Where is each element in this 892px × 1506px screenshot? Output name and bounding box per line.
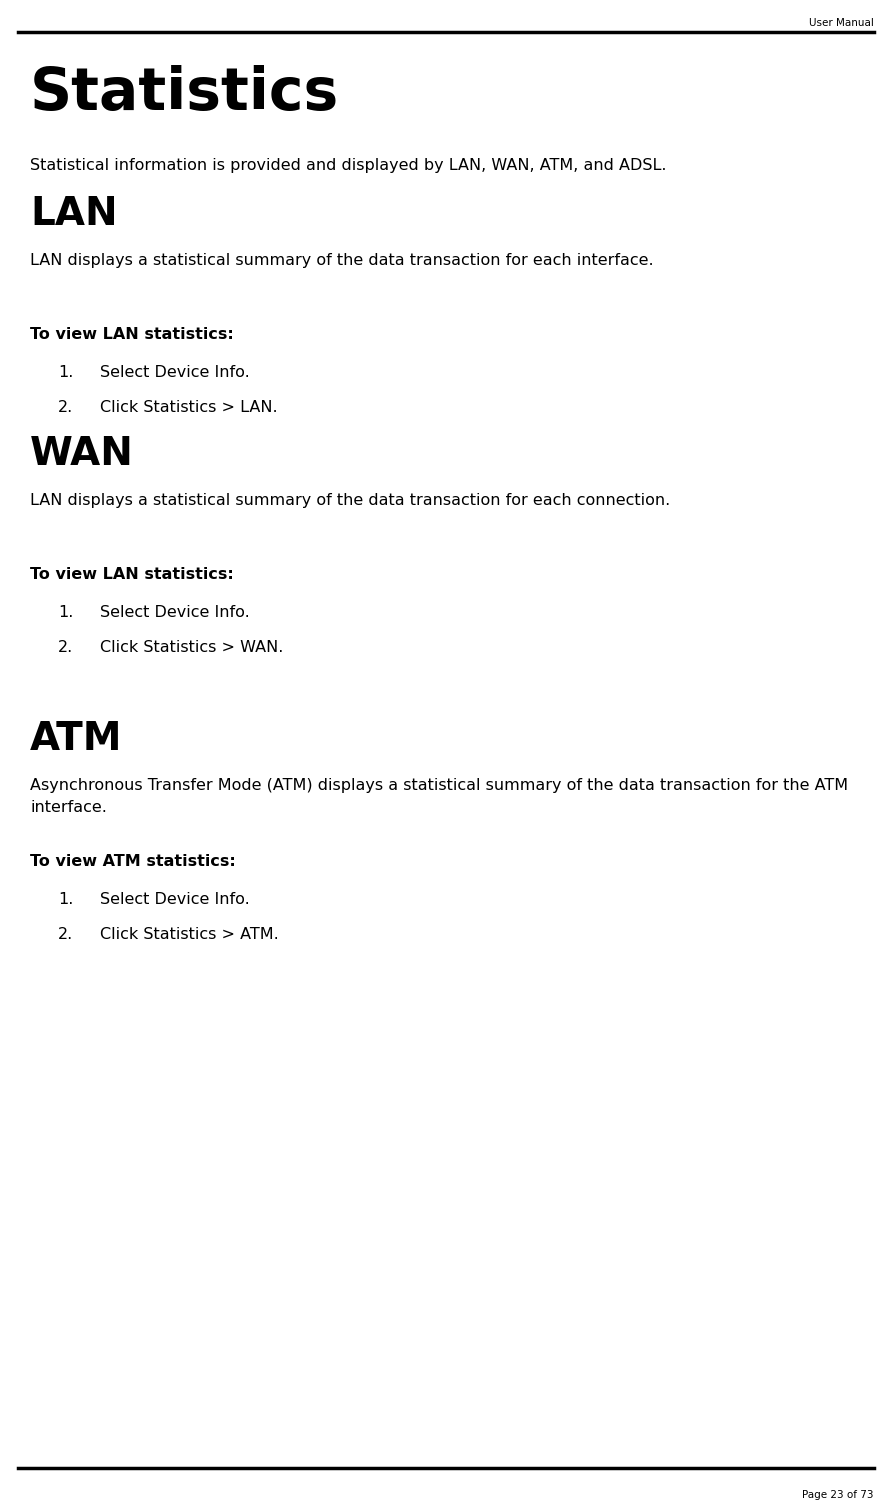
Text: Select Device Info.: Select Device Info.: [100, 892, 250, 907]
Text: 2.: 2.: [58, 401, 73, 416]
Text: WAN: WAN: [30, 435, 134, 473]
Text: ATM: ATM: [30, 720, 122, 758]
Text: LAN: LAN: [30, 194, 118, 233]
Text: Select Device Info.: Select Device Info.: [100, 364, 250, 380]
Text: Statistics: Statistics: [30, 65, 339, 122]
Text: LAN displays a statistical summary of the data transaction for each interface.: LAN displays a statistical summary of th…: [30, 253, 654, 268]
Text: Page 23 of 73: Page 23 of 73: [803, 1489, 874, 1500]
Text: 1.: 1.: [58, 364, 73, 380]
Text: Click Statistics > ATM.: Click Statistics > ATM.: [100, 928, 278, 941]
Text: Asynchronous Transfer Mode (ATM) displays a statistical summary of the data tran: Asynchronous Transfer Mode (ATM) display…: [30, 779, 848, 794]
Text: interface.: interface.: [30, 800, 107, 815]
Text: LAN displays a statistical summary of the data transaction for each connection.: LAN displays a statistical summary of th…: [30, 492, 670, 508]
Text: 1.: 1.: [58, 892, 73, 907]
Text: Select Device Info.: Select Device Info.: [100, 605, 250, 620]
Text: User Manual: User Manual: [809, 18, 874, 29]
Text: To view ATM statistics:: To view ATM statistics:: [30, 854, 235, 869]
Text: 1.: 1.: [58, 605, 73, 620]
Text: Click Statistics > WAN.: Click Statistics > WAN.: [100, 640, 284, 655]
Text: To view LAN statistics:: To view LAN statistics:: [30, 327, 234, 342]
Text: To view LAN statistics:: To view LAN statistics:: [30, 566, 234, 581]
Text: 2.: 2.: [58, 640, 73, 655]
Text: 2.: 2.: [58, 928, 73, 941]
Text: Click Statistics > LAN.: Click Statistics > LAN.: [100, 401, 277, 416]
Text: Statistical information is provided and displayed by LAN, WAN, ATM, and ADSL.: Statistical information is provided and …: [30, 158, 666, 173]
